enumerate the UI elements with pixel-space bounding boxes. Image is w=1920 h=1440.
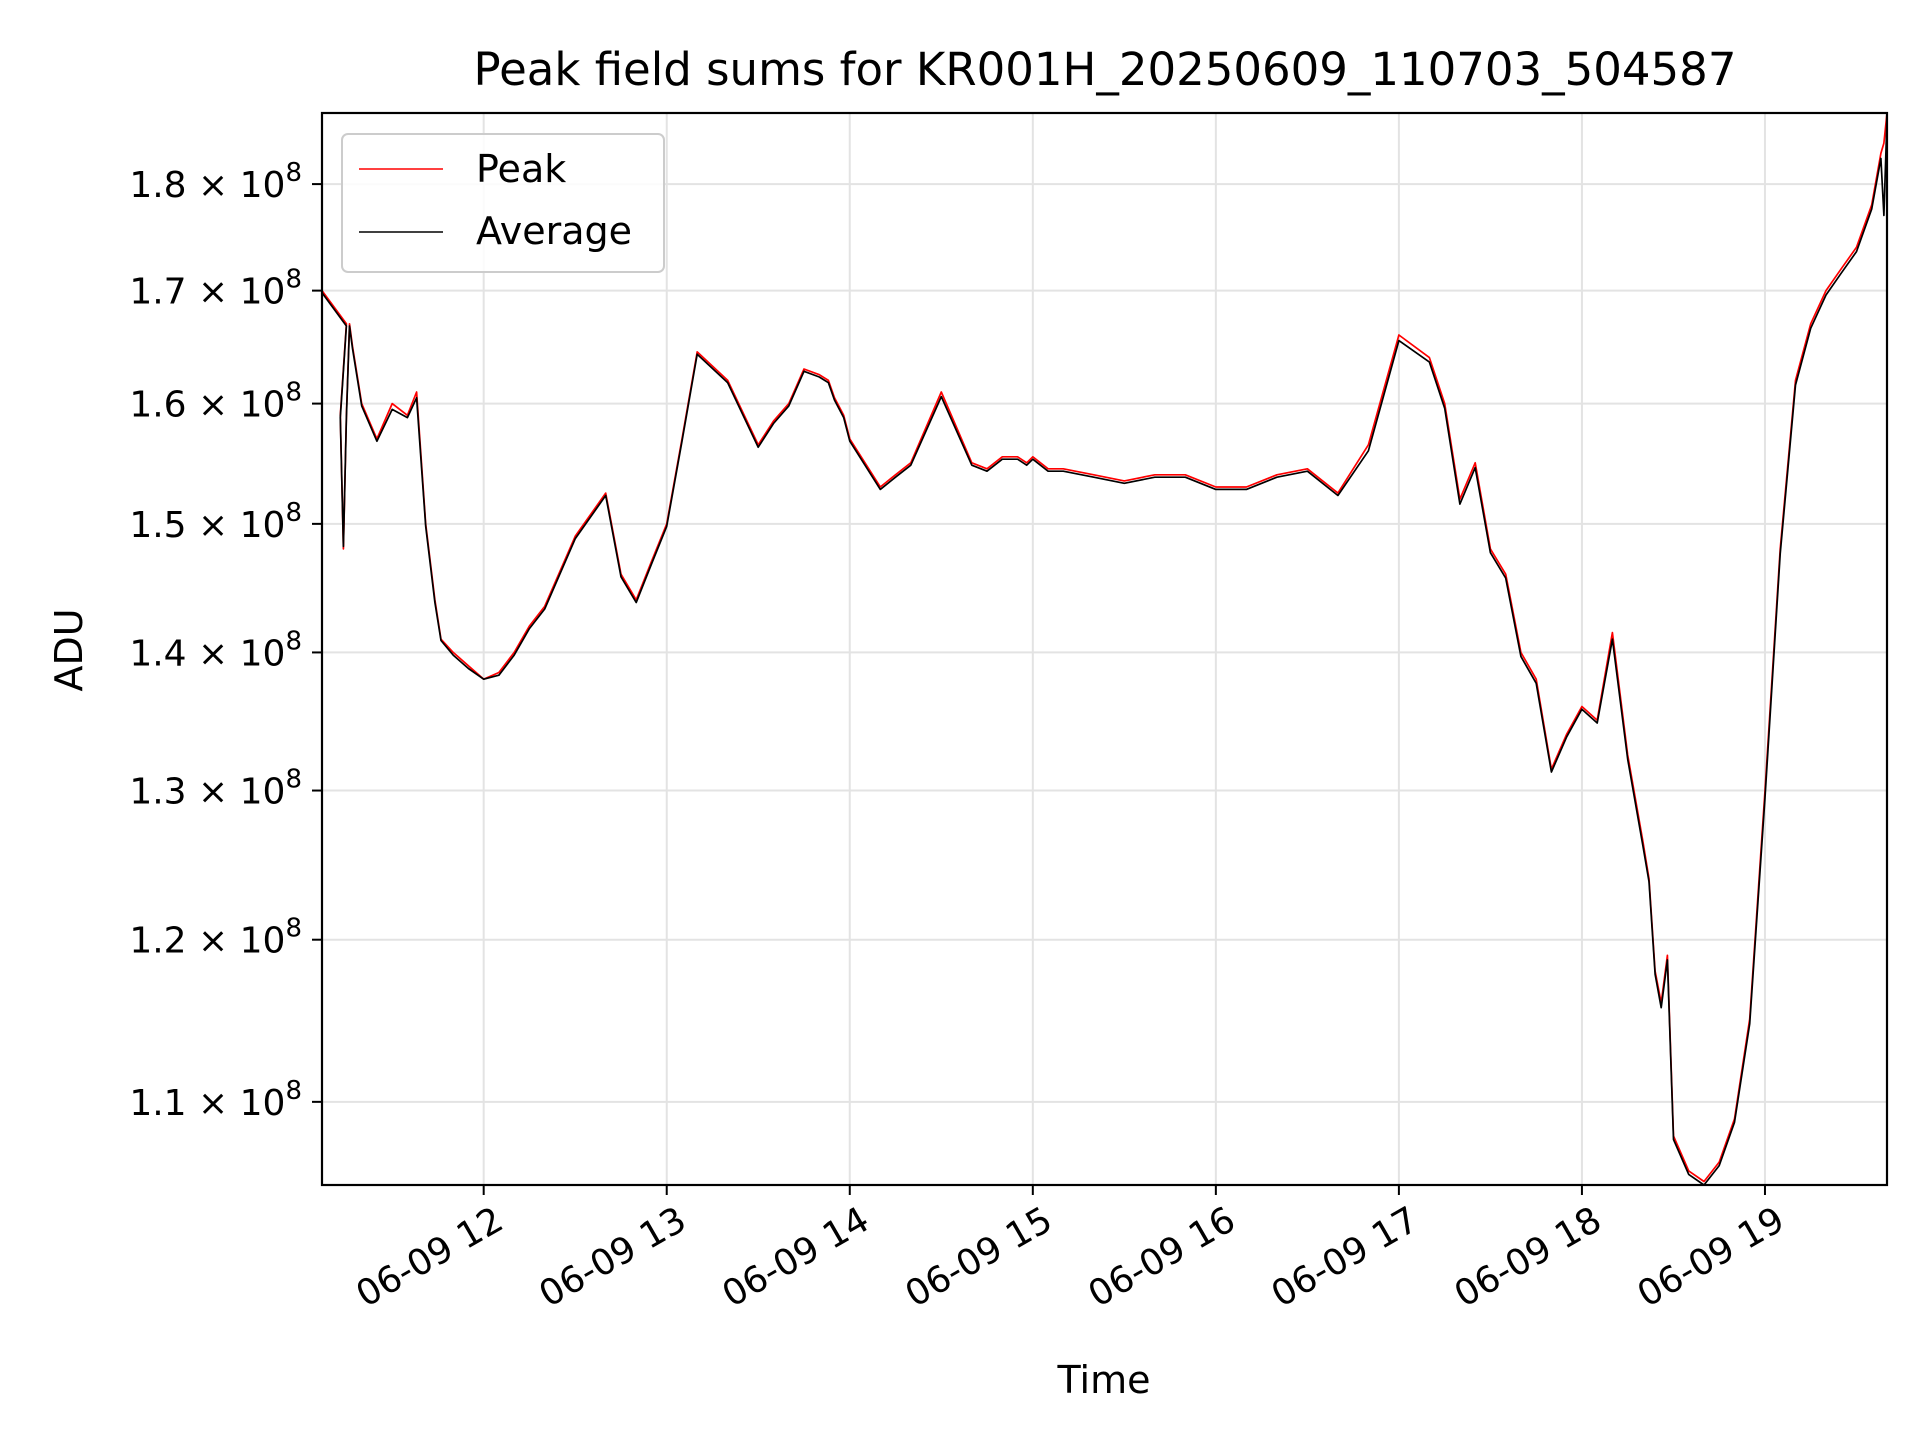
series-layer [321, 112, 1888, 1186]
y-axis-ticks: 1.1 × 108 1.2 × 108 1.3 × 108 1.4 × 108 1.5 … [129, 158, 322, 1124]
legend-average-label: Average [476, 209, 632, 253]
y-tick-label: 1.4 × 108 [129, 626, 302, 674]
plot-area-frame [320, 111, 1889, 1187]
x-axis-label: Time [1057, 1358, 1151, 1402]
y-tick-label: 1.7 × 108 [129, 265, 302, 313]
grid [322, 113, 1887, 1185]
y-tick-label: 1.3 × 108 [129, 765, 302, 813]
y-tick-label: 1.5 × 108 [129, 498, 302, 546]
legend: Peak Average [341, 133, 665, 273]
y-tick-label: 1.6 × 108 [129, 378, 302, 426]
y-tick-label: 1.1 × 108 [129, 1076, 302, 1124]
y-tick-label: 1.8 × 108 [129, 158, 302, 206]
y-tick-label: 1.2 × 108 [129, 914, 302, 962]
chart-title: Peak field sums for KR001H_20250609_1107… [474, 43, 1737, 96]
series-line-average [321, 117, 1888, 1186]
y-axis-label: ADU [47, 608, 91, 691]
legend-peak-label: Peak [476, 147, 566, 191]
